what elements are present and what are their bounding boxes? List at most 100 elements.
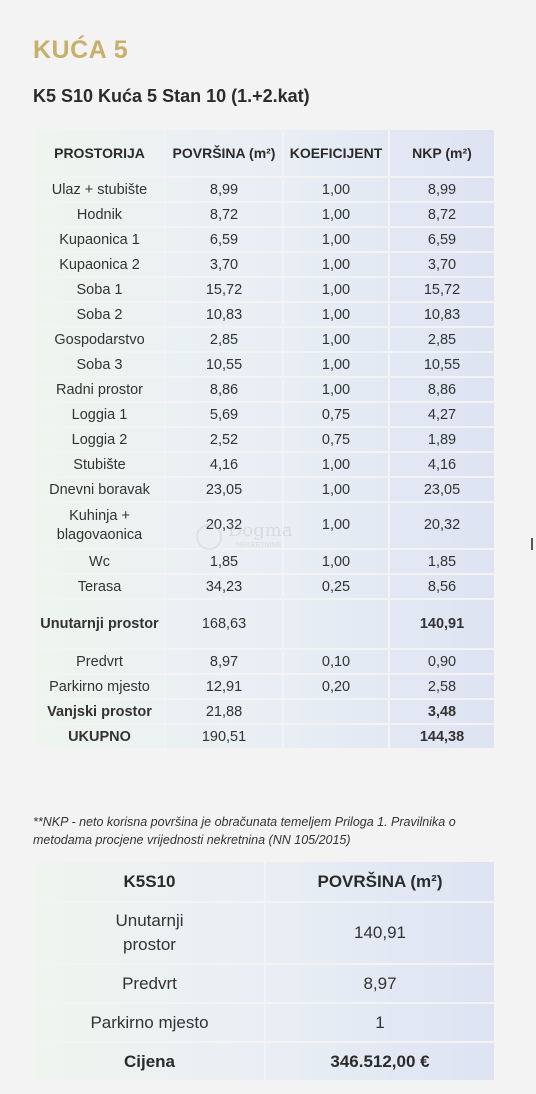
edge-mark [531, 538, 536, 550]
room-coefficient: 0,75 [282, 401, 390, 428]
room-nkp: 8,72 [388, 201, 496, 228]
table-row: Dnevni boravak 23,05 1,00 23,05 [33, 476, 496, 503]
table-row: Kupaonica 1 6,59 1,00 6,59 [33, 226, 496, 253]
footnote: **NKP - neto korisna površina je obračun… [33, 815, 456, 847]
room-coefficient: 0,75 [282, 426, 390, 453]
room-coefficient: 1,00 [282, 176, 390, 203]
summary-label: Unutarnji prostor [33, 901, 266, 965]
room-nkp: 10,55 [388, 351, 496, 378]
room-coefficient: 1,00 [282, 251, 390, 278]
summary-value: 8,97 [264, 963, 496, 1004]
room-coefficient: 1,00 [282, 201, 390, 228]
room-name: Predvrt [33, 648, 166, 675]
rooms-table: PROSTORIJA POVRŠINA (m²) KOEFICIJENT NKP… [33, 128, 496, 750]
table-row: Hodnik 8,72 1,00 8,72 [33, 201, 496, 228]
room-nkp: 23,05 [388, 476, 496, 503]
room-name: Kuhinja + blagovaonica [33, 501, 166, 550]
header-nkp: NKP (m²) [388, 128, 496, 178]
room-area: 10,83 [164, 301, 284, 328]
room-coefficient: 1,00 [282, 451, 390, 478]
table-row: Soba 2 10,83 1,00 10,83 [33, 301, 496, 328]
room-nkp: 4,27 [388, 401, 496, 428]
table-row: Wc 1,85 1,00 1,85 [33, 548, 496, 575]
room-area: 34,23 [164, 573, 284, 600]
room-area: 21,88 [164, 698, 284, 725]
room-coefficient [282, 598, 390, 650]
subtotal-row-interior: Unutarnji prostor 168,63 140,91 [33, 598, 496, 650]
room-nkp: 140,91 [388, 598, 496, 650]
table-row: Loggia 1 5,69 0,75 4,27 [33, 401, 496, 428]
header-area: POVRŠINA (m²) [164, 128, 284, 178]
room-nkp: 8,56 [388, 573, 496, 600]
summary-value: 140,91 [264, 901, 496, 965]
room-area: 5,69 [164, 401, 284, 428]
room-area: 190,51 [164, 723, 284, 750]
room-coefficient: 1,00 [282, 276, 390, 303]
room-name: Vanjski prostor [33, 698, 166, 725]
summary-value: 1 [264, 1002, 496, 1043]
room-name: Soba 2 [33, 301, 166, 328]
summary-label: Cijena [33, 1041, 266, 1082]
room-name: Soba 3 [33, 351, 166, 378]
room-name: UKUPNO [33, 723, 166, 750]
room-name: Radni prostor [33, 376, 166, 403]
room-nkp: 20,32 [388, 501, 496, 550]
summary-header: K5S10 POVRŠINA (m²) [33, 860, 496, 903]
room-coefficient: 0,25 [282, 573, 390, 600]
room-coefficient: 1,00 [282, 548, 390, 575]
room-area: 12,91 [164, 673, 284, 700]
room-name: Parkirno mjesto [33, 673, 166, 700]
table-row: Kuhinja + blagovaonica 20,32 1,00 20,32 [33, 501, 496, 550]
room-name: Wc [33, 548, 166, 575]
subtotal-row-exterior: Vanjski prostor 21,88 3,48 [33, 698, 496, 725]
page-title: KUĆA 5 [33, 36, 129, 64]
room-nkp: 10,83 [388, 301, 496, 328]
room-coefficient: 1,00 [282, 351, 390, 378]
room-coefficient: 1,00 [282, 476, 390, 503]
room-nkp: 8,99 [388, 176, 496, 203]
room-nkp: 2,85 [388, 326, 496, 353]
table-row: Gospodarstvo 2,85 1,00 2,85 [33, 326, 496, 353]
room-coefficient: 1,00 [282, 376, 390, 403]
room-area: 23,05 [164, 476, 284, 503]
room-nkp: 144,38 [388, 723, 496, 750]
apartment-subtitle: K5 S10 Kuća 5 Stan 10 (1.+2.kat) [33, 86, 310, 106]
summary-table: K5S10 POVRŠINA (m²) Unutarnji prostor 140… [33, 860, 496, 1082]
room-area: 8,72 [164, 201, 284, 228]
room-name: Hodnik [33, 201, 166, 228]
room-nkp: 1,85 [388, 548, 496, 575]
summary-label: Parkirno mjesto [33, 1002, 266, 1043]
header-room: PROSTORIJA [33, 128, 166, 178]
table-row: Soba 3 10,55 1,00 10,55 [33, 351, 496, 378]
room-area: 168,63 [164, 598, 284, 650]
room-area: 8,99 [164, 176, 284, 203]
room-area: 2,85 [164, 326, 284, 353]
room-area: 3,70 [164, 251, 284, 278]
room-nkp: 15,72 [388, 276, 496, 303]
room-area: 15,72 [164, 276, 284, 303]
table-row: Stubište 4,16 1,00 4,16 [33, 451, 496, 478]
room-name: Loggia 1 [33, 401, 166, 428]
rooms-table-header: PROSTORIJA POVRŠINA (m²) KOEFICIJENT NKP… [33, 128, 496, 178]
room-coefficient [282, 723, 390, 750]
total-row: UKUPNO 190,51 144,38 [33, 723, 496, 750]
room-nkp: 4,16 [388, 451, 496, 478]
room-name: Terasa [33, 573, 166, 600]
room-coefficient: 1,00 [282, 326, 390, 353]
table-row: Ulaz + stubište 8,99 1,00 8,99 [33, 176, 496, 203]
room-name: Loggia 2 [33, 426, 166, 453]
summary-header-area: POVRŠINA (m²) [264, 860, 496, 903]
summary-label: Predvrt [33, 963, 266, 1004]
room-name: Dnevni boravak [33, 476, 166, 503]
room-area: 8,86 [164, 376, 284, 403]
room-nkp: 1,89 [388, 426, 496, 453]
summary-row: Predvrt 8,97 [33, 963, 496, 1004]
room-area: 1,85 [164, 548, 284, 575]
room-area: 4,16 [164, 451, 284, 478]
room-area: 8,97 [164, 648, 284, 675]
table-row: Parkirno mjesto 12,91 0,20 2,58 [33, 673, 496, 700]
room-name: Ulaz + stubište [33, 176, 166, 203]
price-value: 346.512,00 € [264, 1041, 496, 1082]
header-coefficient: KOEFICIJENT [282, 128, 390, 178]
room-coefficient: 1,00 [282, 301, 390, 328]
